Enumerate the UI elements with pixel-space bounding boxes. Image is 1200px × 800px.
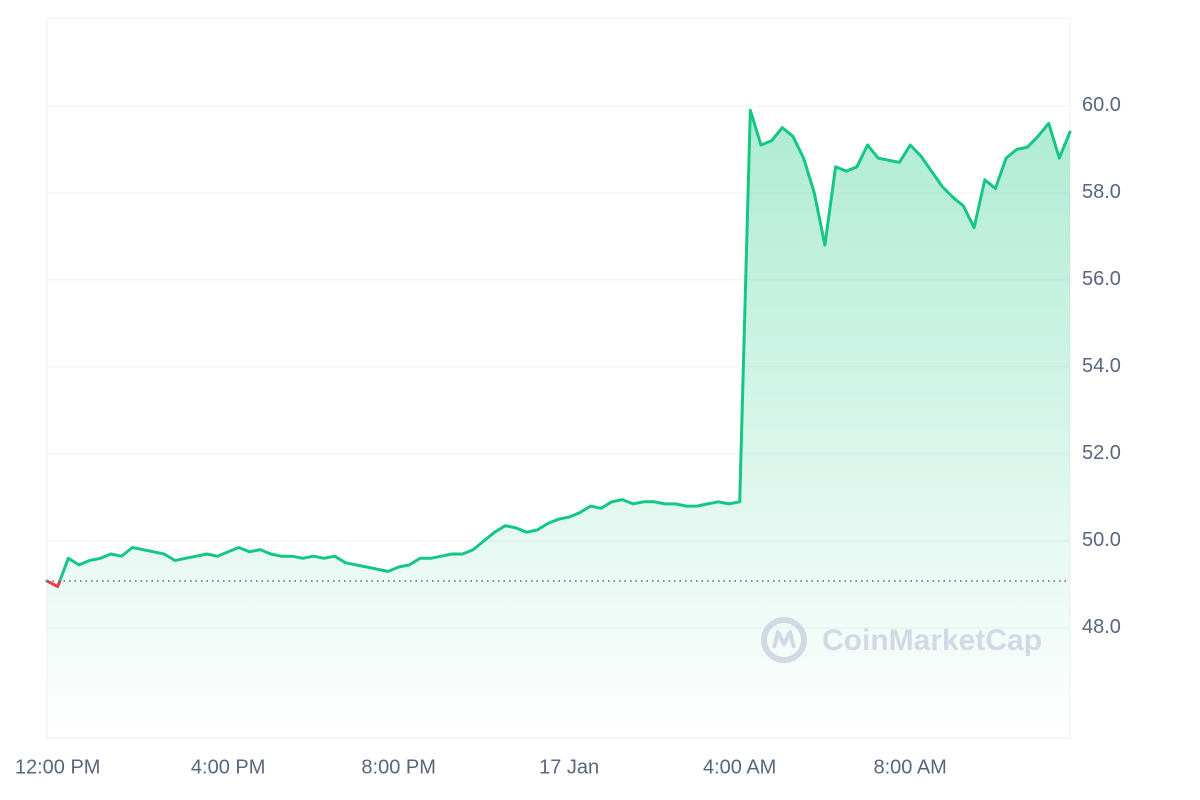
x-tick-label: 4:00 AM: [703, 756, 776, 778]
watermark-logo: [772, 630, 796, 649]
price-area: [47, 110, 1070, 738]
y-tick-label: 52.0: [1082, 442, 1121, 464]
x-tick-label: 8:00 AM: [873, 756, 946, 778]
watermark-logo: [761, 617, 807, 663]
watermark-text: CoinMarketCap: [822, 624, 1042, 657]
y-tick-label: 48.0: [1082, 616, 1121, 638]
x-tick-label: 4:00 PM: [191, 756, 265, 778]
y-tick-label: 56.0: [1082, 268, 1121, 290]
price-line: [45, 108, 1072, 589]
x-tick-label: 17 Jan: [539, 756, 599, 778]
y-tick-label: 54.0: [1082, 355, 1121, 377]
y-tick-label: 60.0: [1082, 94, 1121, 116]
watermark: CoinMarketCap: [761, 617, 1042, 663]
y-tick-label: 58.0: [1082, 181, 1121, 203]
y-tick-label: 50.0: [1082, 529, 1121, 551]
x-tick-label: 12:00 PM: [15, 756, 101, 778]
x-tick-label: 8:00 PM: [361, 756, 435, 778]
